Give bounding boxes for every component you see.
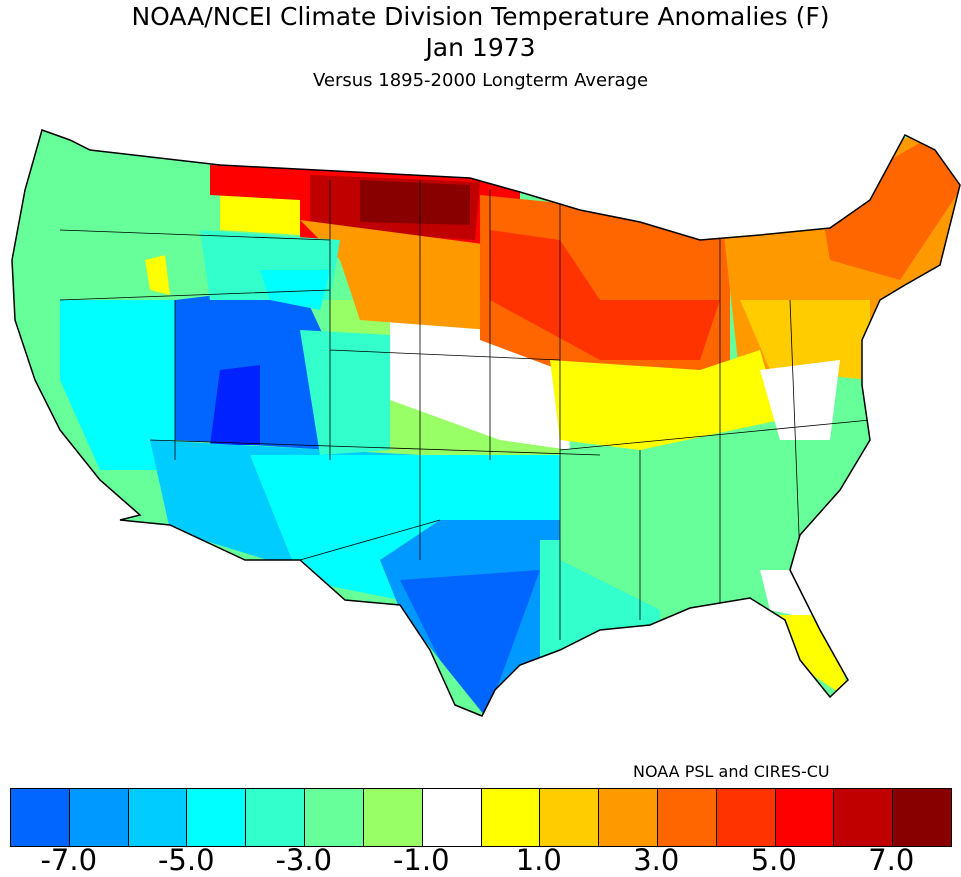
us-climate-division-map [11, 129, 961, 717]
region-new-england [820, 130, 960, 280]
map-title: NOAA/NCEI Climate Division Temperature A… [131, 2, 830, 31]
legend-tick-label: -3.0 [275, 843, 333, 877]
color-legend-bar [10, 788, 952, 847]
legend-swatch [187, 789, 247, 846]
map-subtitle: Versus 1895-2000 Longterm Average [312, 70, 649, 91]
region-ohio-valley [550, 350, 780, 450]
legend-tick-label: 3.0 [633, 843, 680, 877]
region-north-dakota-core [360, 180, 470, 225]
legend-swatch [716, 789, 776, 846]
legend-swatch [11, 789, 70, 846]
legend-tick-label: -5.0 [157, 843, 215, 877]
region-northern-rockies-yellow [220, 195, 300, 235]
legend-swatch [540, 789, 600, 846]
legend-swatch [481, 789, 541, 846]
state-borders [59, 180, 871, 640]
legend-swatch [599, 789, 658, 846]
legend-tick-label: -7.0 [40, 843, 98, 877]
legend-swatch [305, 789, 364, 846]
region-midwest-red [490, 230, 720, 360]
map-period: Jan 1973 [425, 33, 536, 62]
region-mid-atlantic [740, 300, 870, 380]
region-texas-south [400, 570, 540, 716]
legend-swatch [422, 789, 482, 846]
region-southeast [560, 420, 870, 610]
region-florida [770, 615, 850, 700]
region-wyoming-cyan [260, 270, 330, 310]
legend-swatch [363, 789, 423, 846]
region-nevada-california [60, 300, 175, 470]
region-colorado [300, 330, 390, 455]
credit-label: NOAA PSL and CIRES-CU [633, 762, 830, 781]
region-appalachia-white [760, 360, 840, 440]
legend-swatch [246, 789, 306, 846]
legend-swatch [128, 789, 188, 846]
legend-tick-label: 7.0 [868, 843, 915, 877]
legend-swatch [775, 789, 835, 846]
legend-tick-label: 1.0 [515, 843, 562, 877]
legend-swatch [69, 789, 129, 846]
legend-swatch [893, 789, 951, 846]
region-utah-core [210, 365, 260, 445]
legend-swatch [834, 789, 894, 846]
legend-tick-label: 5.0 [750, 843, 797, 877]
legend-swatch [657, 789, 717, 846]
legend-tick-label: -1.0 [392, 843, 450, 877]
region-idaho-yellow [145, 255, 170, 295]
region-georgia-white [760, 570, 815, 620]
region-central-plains-orange [300, 220, 490, 330]
